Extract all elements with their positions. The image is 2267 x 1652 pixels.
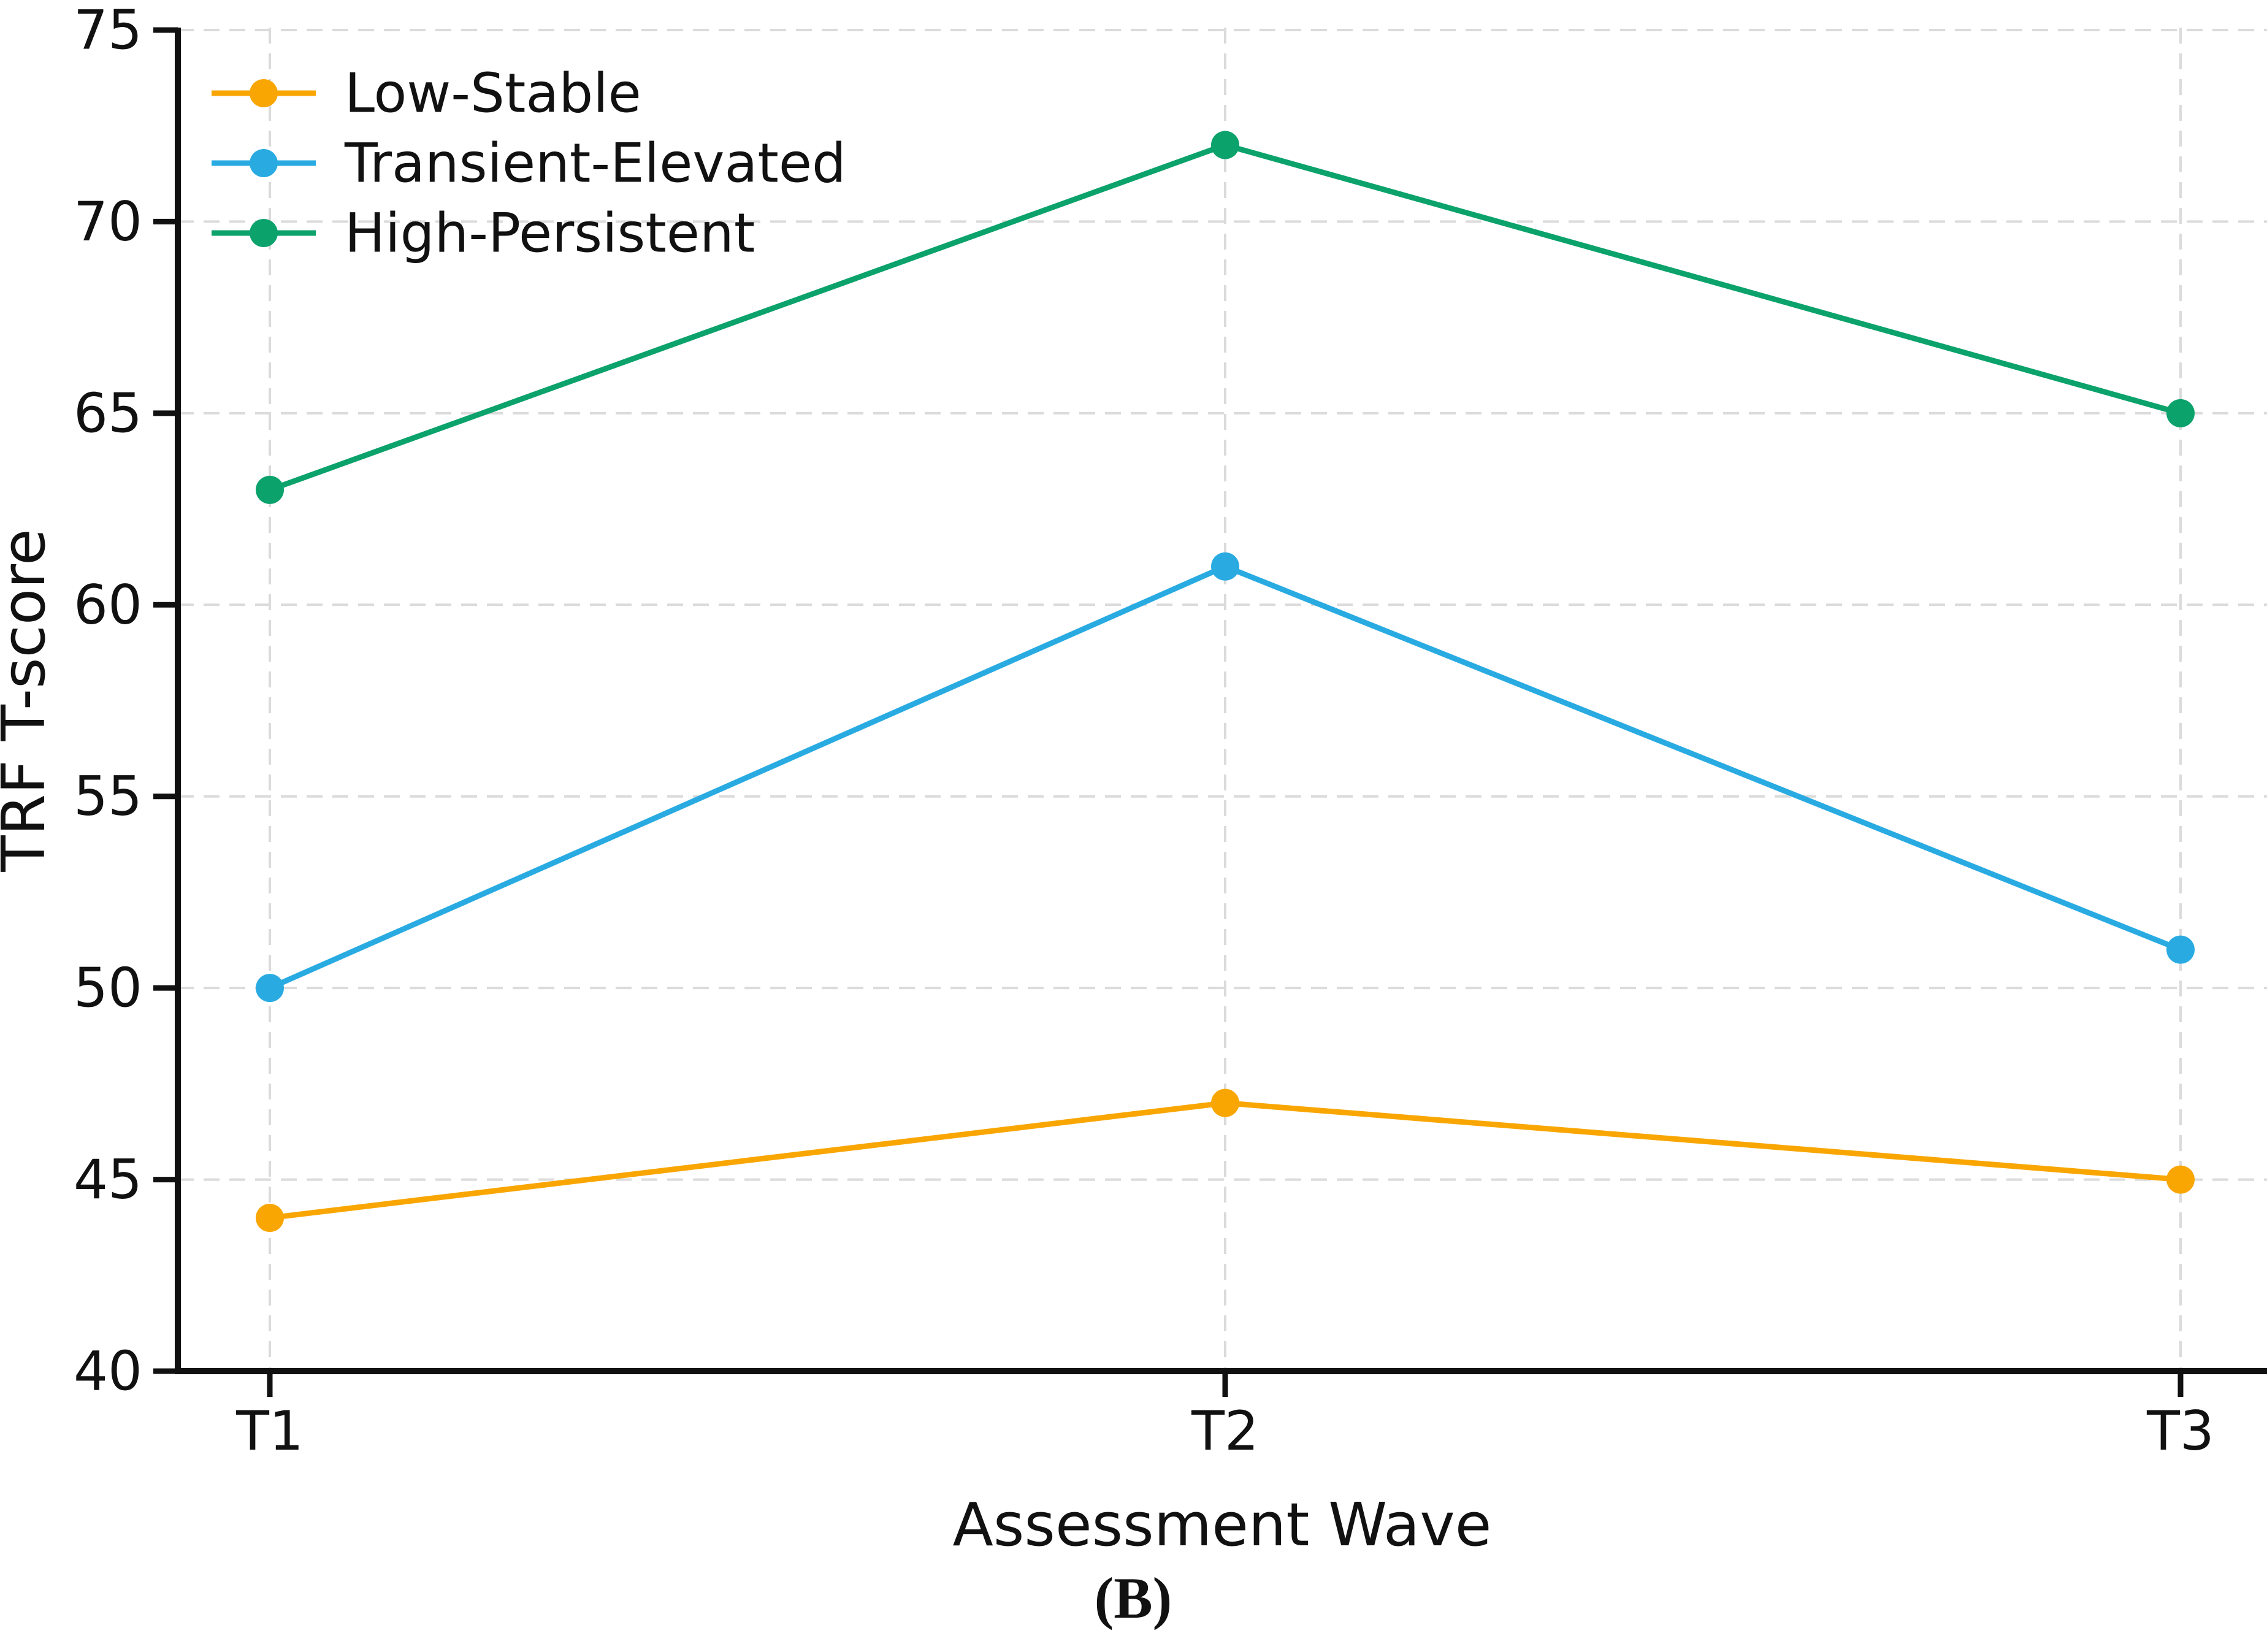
- legend-label-transient-elevated: Transient-Elevated: [344, 132, 846, 195]
- y-tick-label-65: 65: [74, 381, 142, 445]
- y-tick-label-50: 50: [74, 957, 142, 1020]
- y-tick-label-45: 45: [74, 1148, 142, 1211]
- axis-tick-labels: 40 45 50 55 60 65 70 75 T1 T2 T3: [74, 0, 2214, 1463]
- data-point-low-stable-t2: [1211, 1088, 1239, 1117]
- legend-label-low-stable: Low-Stable: [345, 62, 641, 125]
- gridlines: [178, 28, 2267, 1371]
- legend-marker-transient-elevated: [250, 149, 278, 177]
- figure-caption: (B): [1095, 1566, 1172, 1631]
- series-layer: [256, 131, 2195, 1233]
- legend-item-transient-elevated: Transient-Elevated: [212, 132, 846, 195]
- x-tick-label-t1: T1: [235, 1399, 304, 1463]
- legend: Low-Stable Transient-Elevated High-Persist…: [212, 62, 846, 265]
- data-point-transient-elevated-t3: [2166, 935, 2195, 964]
- y-tick-label-40: 40: [74, 1340, 142, 1403]
- y-tick-label-55: 55: [74, 765, 142, 828]
- y-tick-label-70: 70: [74, 190, 142, 253]
- legend-item-high-persistent: High-Persistent: [212, 202, 755, 265]
- y-tick-label-60: 60: [74, 573, 142, 637]
- data-point-transient-elevated-t2: [1211, 552, 1239, 581]
- axis-ticks: [153, 27, 2184, 1397]
- legend-marker-low-stable: [250, 79, 278, 107]
- x-axis-label: Assessment Wave: [953, 1490, 1492, 1559]
- data-point-transient-elevated-t1: [256, 974, 284, 1003]
- y-tick-label-75: 75: [74, 0, 142, 62]
- axes-spines: [175, 28, 2267, 1374]
- legend-item-low-stable: Low-Stable: [212, 62, 641, 125]
- y-axis-label: TRF T-score: [0, 529, 58, 872]
- x-tick-label-t3: T3: [2146, 1399, 2214, 1463]
- data-point-high-persistent-t1: [256, 475, 284, 504]
- data-point-high-persistent-t3: [2166, 399, 2195, 427]
- data-point-low-stable-t3: [2166, 1165, 2195, 1194]
- data-point-low-stable-t1: [256, 1204, 284, 1233]
- legend-label-high-persistent: High-Persistent: [345, 202, 755, 265]
- data-point-high-persistent-t2: [1211, 131, 1239, 159]
- legend-marker-high-persistent: [250, 219, 278, 247]
- x-tick-label-t2: T2: [1191, 1399, 1259, 1463]
